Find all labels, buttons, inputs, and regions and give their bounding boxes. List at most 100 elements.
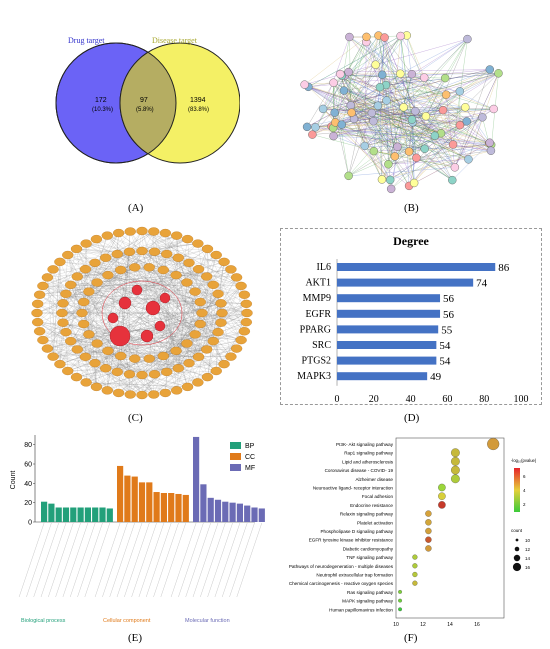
ppi-edge <box>381 110 444 180</box>
ppi-node <box>489 104 498 114</box>
ppi-edge <box>306 87 381 128</box>
ppi-edge <box>323 108 444 111</box>
degree-bar <box>337 309 441 318</box>
go-bar <box>106 508 113 522</box>
kegg-point <box>451 465 460 475</box>
core-network-edge <box>88 323 201 335</box>
core-network-edge <box>153 339 242 395</box>
core-ring <box>101 280 183 346</box>
ppi-edge <box>348 107 466 176</box>
ppi-edge <box>411 119 492 151</box>
network-node <box>56 308 68 318</box>
ppi-edge <box>308 69 490 88</box>
network-node <box>157 351 169 361</box>
kegg-pathway-label: Lipid and atherosclerosis <box>342 459 394 464</box>
kegg-x-tick: 14 <box>447 622 453 628</box>
kegg-pathway-label: EGFR tyrosine kinase inhibitor resistanc… <box>309 538 394 543</box>
kegg-color-tick: 4 <box>523 488 526 493</box>
kegg-pathway-label: Endocrine resistance <box>350 503 393 508</box>
ppi-node <box>329 78 338 87</box>
venn-diagram: Drug target Disease target 172 (10.3%) 9… <box>55 36 241 164</box>
kegg-pathway-label: Neutrophil extracellular trap formation <box>316 573 393 578</box>
core-network-edge <box>207 248 245 332</box>
core-network-edge <box>37 303 40 332</box>
go-legend-label: MF <box>245 465 255 472</box>
ppi-node <box>371 60 380 69</box>
ppi-edge <box>412 91 460 123</box>
core-node <box>131 284 143 296</box>
ppi-edge <box>459 125 490 144</box>
kegg-point <box>438 492 446 500</box>
ppi-edge <box>446 73 499 95</box>
core-network-edge <box>141 235 177 252</box>
core-network-edge <box>188 269 232 364</box>
go-term-label-line <box>131 522 157 598</box>
network-node <box>181 382 194 392</box>
core-network-edge <box>86 243 231 270</box>
network-node <box>235 335 247 345</box>
label-a: (A) <box>128 202 144 214</box>
go-term-label-line <box>70 522 96 598</box>
ppi-node <box>420 144 429 153</box>
kegg-pathway-label: Coronavirus disease - COVID- 19 <box>325 468 394 473</box>
network-node <box>189 330 201 339</box>
go-term-label-line <box>48 522 74 598</box>
network-node <box>79 352 92 361</box>
ppi-edge <box>382 74 494 110</box>
kegg-pathway-label: Alzheimer disease <box>355 477 393 482</box>
core-network-edge <box>47 277 54 357</box>
core-node <box>109 325 131 347</box>
core-network-edge <box>61 267 135 314</box>
ppi-edge <box>350 77 425 106</box>
go-term-label-line <box>192 522 219 598</box>
core-network-edge <box>37 322 242 341</box>
core-network-edge <box>47 277 61 365</box>
ppi-edge <box>312 134 395 157</box>
ppi-edge <box>390 74 413 189</box>
go-term-label-line <box>138 522 165 598</box>
venn-mid-pct: (5.8%) <box>136 107 154 113</box>
go-term-label-line <box>40 522 67 598</box>
go-term-label-line <box>26 522 52 598</box>
network-node <box>33 327 46 336</box>
core-network-edge <box>47 348 154 395</box>
core-network-edge <box>107 253 167 391</box>
degree-category-label: MMP9 <box>303 293 331 304</box>
degree-category-label: AKT1 <box>305 278 331 289</box>
core-network-edge <box>42 235 177 287</box>
kegg-size-legend-label: 16 <box>525 565 531 570</box>
network-node <box>124 390 136 399</box>
ppi-edge <box>343 37 385 91</box>
go-term-label-line <box>77 522 103 598</box>
network-node <box>90 382 103 392</box>
core-network-edge <box>141 230 242 287</box>
core-network-edge <box>107 350 143 376</box>
kegg-bubble-chart: PI3K- Akt signaling pathway Rap1 signalin… <box>289 437 537 628</box>
ppi-node <box>329 131 338 141</box>
ppi-node <box>318 104 328 114</box>
ppi-edge <box>344 35 407 76</box>
network-node <box>65 336 77 346</box>
core-network-edge <box>178 257 242 341</box>
ppi-edge <box>304 84 352 113</box>
network-node <box>192 239 204 248</box>
core-node <box>154 320 166 332</box>
kegg-x-tick: 12 <box>420 622 426 628</box>
kegg-color-bar <box>514 468 520 512</box>
venn-panel: Drug target Disease target 172 (10.3%) 9… <box>40 20 241 200</box>
core-network-edge <box>141 368 179 376</box>
network-node <box>183 258 195 267</box>
kegg-point <box>425 545 432 552</box>
go-term-label-line <box>153 522 179 598</box>
network-node <box>148 390 160 399</box>
network-node <box>192 378 204 387</box>
core-network-edge <box>141 230 188 387</box>
go-legend-label: CC <box>245 454 255 461</box>
go-bar <box>55 507 62 522</box>
kegg-pathway-label: Human papillomavirus infection <box>329 607 393 612</box>
kegg-pathway-label: Rap1 signaling pathway <box>344 451 393 456</box>
network-node <box>65 280 77 290</box>
core-network-edge <box>65 332 177 391</box>
core-network-edge <box>96 386 131 395</box>
core-network-edge <box>220 303 247 323</box>
